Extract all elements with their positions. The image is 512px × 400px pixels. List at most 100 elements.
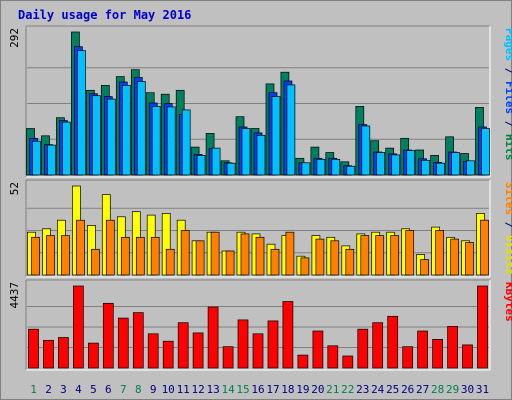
x-tick-label: 30	[461, 383, 474, 396]
bar-kbytes-day-29	[447, 326, 458, 369]
bar-kbytes-day-27	[417, 330, 428, 369]
chart-panels: 292 Pages / Files / Hits 52 Sites / Visits 4…	[8, 25, 512, 371]
bar-sites-day-14	[225, 250, 235, 276]
bar-pages-day-3	[62, 121, 71, 176]
bar-pages-day-28	[436, 162, 445, 176]
bar-pages-day-10	[166, 106, 176, 176]
x-tick-label: 1	[30, 383, 37, 396]
bar-pages-day-23	[361, 125, 371, 176]
x-tick-label: 6	[105, 383, 112, 396]
bar-kbytes-day-18	[282, 301, 294, 369]
y-scale-label-hits-files-pages: 292	[8, 28, 21, 48]
bar-sites-day-26	[405, 230, 415, 276]
bar-sites-day-21	[330, 240, 340, 276]
bar-sites-day-20	[315, 238, 325, 276]
bar-kbytes-day-28	[432, 339, 443, 369]
bar-pages-day-30	[466, 160, 475, 176]
x-axis-labels: 1 2 3 4 5 6 7 8 9 10 11 12 13 14 15 16 17 18 19 20 21 22 23 24 2…	[30, 383, 489, 396]
bar-pages-day-31	[481, 128, 490, 176]
x-tick-label: 8	[135, 383, 142, 396]
legend-part: Hits	[503, 134, 512, 161]
bar-pages-day-7	[121, 85, 131, 176]
bar-sites-day-10	[165, 248, 175, 276]
bar-sites-day-1	[31, 236, 40, 276]
bar-pages-day-18	[286, 84, 296, 176]
bar-pages-day-24	[376, 152, 386, 176]
bar-sites-day-18	[285, 231, 295, 276]
bar-sites-day-6	[105, 219, 115, 276]
legend-part: /	[503, 114, 512, 134]
panel-visits-sites: 52 Sites / Visits	[8, 179, 512, 278]
x-tick-label: 23	[356, 383, 369, 396]
x-tick-label: 4	[75, 383, 82, 396]
legend-part: Files	[503, 81, 512, 114]
bar-kbytes-day-17	[267, 320, 279, 369]
bar-pages-day-25	[391, 154, 401, 176]
x-tick-label: 25	[386, 383, 399, 396]
bar-sites-day-28	[435, 230, 444, 276]
bar-pages-day-29	[451, 152, 460, 176]
panel-hits-files-pages: 292 Pages / Files / Hits	[8, 25, 512, 178]
bar-kbytes-day-4	[73, 285, 84, 369]
bar-kbytes-day-23	[357, 328, 369, 369]
bar-sites-day-12	[195, 240, 205, 276]
bar-kbytes-day-11	[177, 322, 189, 369]
bar-pages-day-4	[77, 50, 86, 176]
bar-sites-day-27	[420, 259, 429, 276]
x-tick-label: 19	[296, 383, 309, 396]
legend-part: Pages	[503, 28, 512, 61]
x-tick-label: 16	[251, 383, 264, 396]
x-tick-label: 12	[191, 383, 204, 396]
bar-pages-day-16	[256, 134, 266, 176]
bar-kbytes-day-26	[402, 346, 414, 369]
x-tick-label: 17	[266, 383, 279, 396]
bar-sites-day-16	[255, 236, 265, 276]
bar-sites-day-8	[135, 236, 145, 276]
legend-part: Visits	[503, 235, 512, 275]
bar-kbytes-day-13	[207, 306, 219, 369]
x-tick-label: 10	[162, 383, 175, 396]
bar-pages-day-6	[106, 98, 116, 176]
x-tick-label: 20	[311, 383, 324, 396]
bar-kbytes-day-1	[28, 328, 39, 369]
bar-sites-day-22	[345, 248, 355, 276]
chart-title: Daily usage for May 2016	[18, 8, 191, 22]
bar-pages-day-14	[226, 162, 236, 176]
bar-kbytes-day-21	[327, 345, 339, 369]
bar-pages-day-9	[151, 106, 161, 176]
bar-pages-day-8	[136, 81, 146, 176]
bar-kbytes-day-20	[312, 330, 324, 369]
series-legend-hits-files-pages: Pages / Files / Hits	[503, 28, 512, 161]
bar-kbytes-day-31	[477, 285, 488, 369]
bar-kbytes-day-6	[102, 302, 114, 369]
bar-kbytes-day-3	[58, 337, 69, 369]
bar-kbytes-day-12	[192, 332, 204, 369]
legend-part: KBytes	[503, 282, 512, 322]
bar-sites-day-23	[360, 235, 370, 276]
bar-pages-day-17	[271, 96, 281, 176]
bar-kbytes-day-15	[237, 319, 249, 369]
x-tick-label: 28	[431, 383, 444, 396]
bar-sites-day-2	[46, 235, 55, 276]
bar-sites-day-11	[180, 230, 190, 276]
series-legend-visits-sites: Sites / Visits	[503, 182, 512, 275]
bar-kbytes-day-9	[147, 333, 159, 369]
legend-part: Sites	[503, 182, 512, 215]
bar-kbytes-day-14	[222, 346, 234, 369]
x-tick-label: 27	[416, 383, 429, 396]
bar-pages-day-26	[406, 150, 416, 176]
bar-sites-day-31	[480, 219, 489, 276]
bar-sites-day-9	[150, 236, 160, 276]
x-tick-label: 9	[150, 383, 157, 396]
bar-pages-day-21	[331, 158, 341, 176]
bar-pages-day-11	[181, 109, 191, 176]
legend-part: /	[503, 61, 512, 81]
panel-kbytes: 4437 KBytes	[8, 279, 512, 371]
bar-pages-day-27	[421, 159, 430, 176]
bar-kbytes-day-30	[462, 344, 473, 369]
x-tick-label: 31	[476, 383, 489, 396]
bar-kbytes-day-16	[252, 333, 264, 369]
bar-kbytes-day-22	[342, 355, 354, 369]
bar-pages-day-22	[346, 165, 356, 176]
